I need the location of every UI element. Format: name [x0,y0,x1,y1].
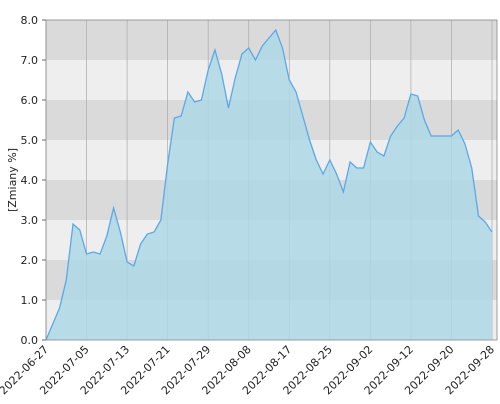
y-tick-label: 3.0 [21,214,39,227]
y-tick-label: 4.0 [21,174,39,187]
y-tick-label: 6.0 [21,94,39,107]
y-tick-label: 8.0 [21,14,39,27]
y-tick-label: 0.0 [21,334,39,347]
plot-border [45,19,498,341]
y-tick-label: 1.0 [21,294,39,307]
y-tick-label: 2.0 [21,254,39,267]
y-tick-label: 7.0 [21,54,39,67]
area-fill [46,30,492,340]
area-line [45,28,493,341]
y-axis-label: [Zmiany %] [6,148,19,212]
y-tick-label: 5.0 [21,134,39,147]
